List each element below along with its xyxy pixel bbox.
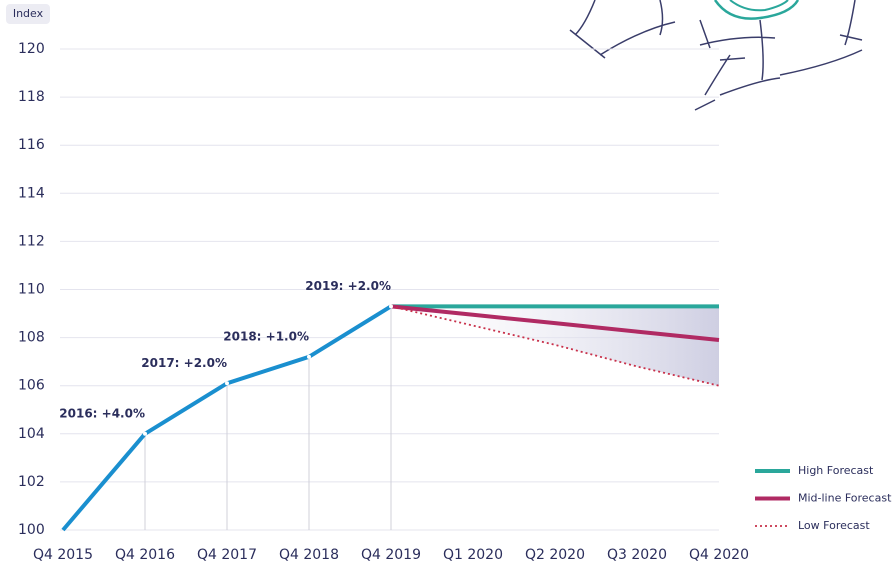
y-tick-label: 118	[18, 89, 45, 105]
y-tick-label: 102	[18, 474, 45, 490]
x-tick-label: Q4 2018	[279, 547, 339, 563]
x-tick-label: Q4 2020	[689, 547, 749, 563]
y-tick-label: 106	[18, 378, 45, 394]
y-tick-label: 120	[18, 41, 45, 57]
y-tick-label: 104	[18, 426, 45, 442]
annotation: 2019: +2.0%	[305, 279, 391, 293]
y-tick-label: 110	[18, 282, 45, 298]
y-tick-label: 108	[18, 330, 45, 346]
y-tick-label: 114	[18, 185, 45, 201]
annotation: 2018: +1.0%	[223, 329, 309, 343]
legend-label: Mid-line Forecast	[798, 492, 892, 505]
point	[225, 381, 229, 385]
point	[307, 355, 311, 359]
point	[389, 304, 393, 308]
annotation: 2016: +4.0%	[59, 406, 145, 420]
x-tick-label: Q1 2020	[443, 547, 503, 563]
x-tick-label: Q4 2016	[115, 547, 175, 563]
decoration	[570, 0, 862, 110]
y-tick-label: 116	[18, 137, 45, 153]
x-tick-label: Q3 2020	[607, 547, 667, 563]
legend-label: High Forecast	[798, 464, 874, 477]
annotation: 2017: +2.0%	[141, 356, 227, 370]
point	[143, 432, 147, 436]
x-tick-label: Q4 2019	[361, 547, 421, 563]
y-tick-label: 100	[18, 522, 45, 538]
y-tick-label: 112	[18, 233, 45, 249]
x-tick-label: Q2 2020	[525, 547, 585, 563]
legend-label: Low Forecast	[798, 519, 870, 532]
x-tick-label: Q4 2017	[197, 547, 257, 563]
y-axis-label: Index	[13, 7, 44, 20]
x-tick-label: Q4 2015	[33, 547, 93, 563]
chart: Index 100 102 104 106 108 110 112 114 116 118 120 Q…	[0, 0, 892, 566]
